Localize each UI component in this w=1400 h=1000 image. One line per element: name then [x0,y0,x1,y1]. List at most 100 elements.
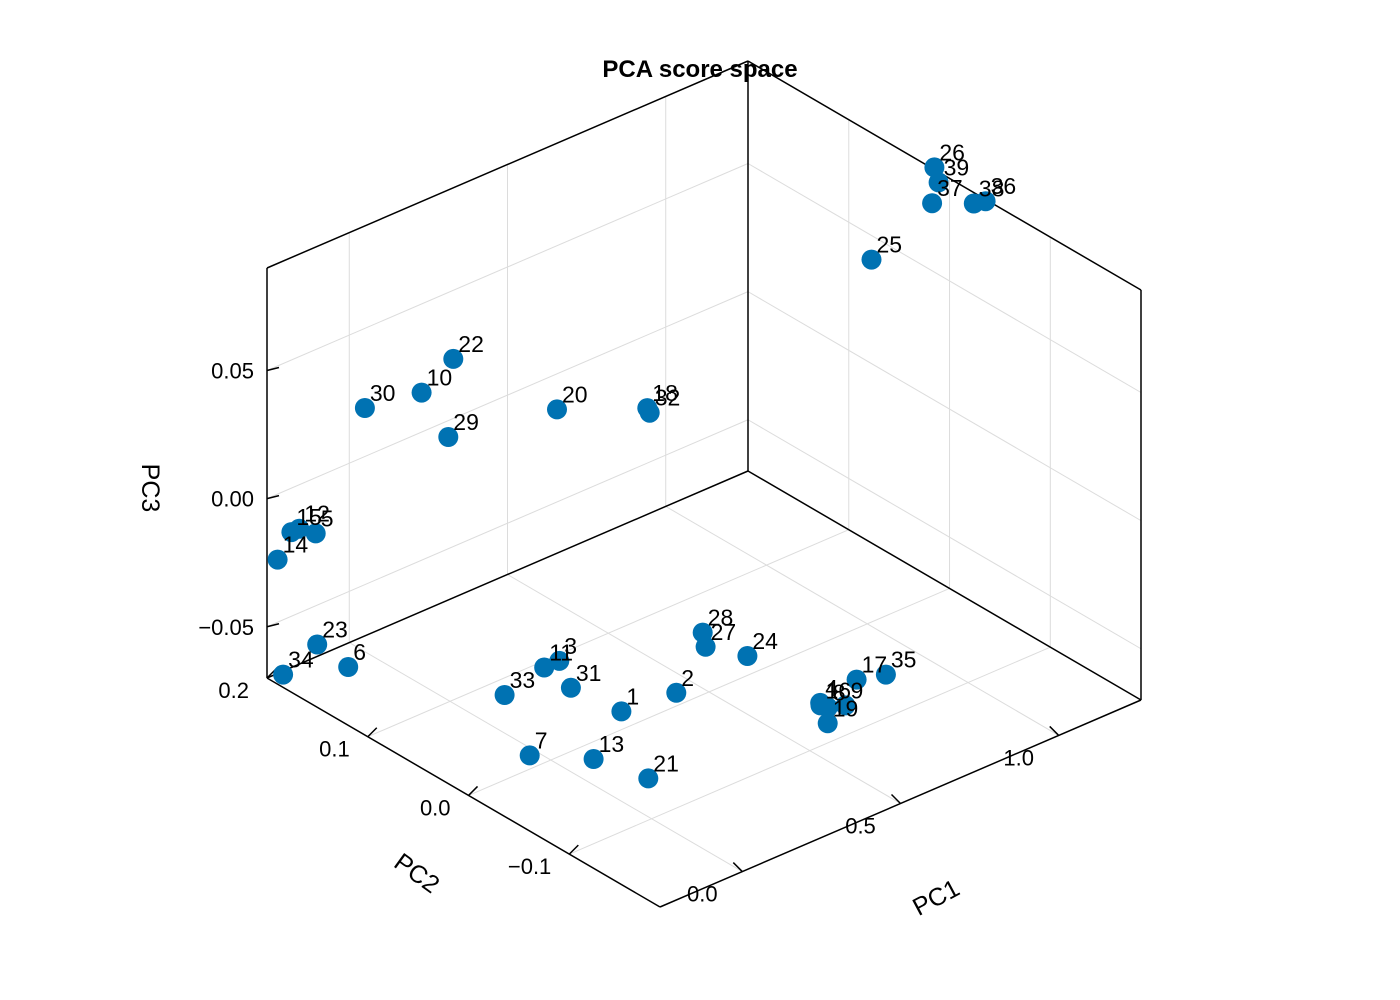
data-point-label: 26 [939,139,965,165]
grid-line-z-back [266,291,749,500]
x-tick-mark [890,793,902,805]
data-point-label: 11 [549,640,573,666]
data-point [666,682,687,703]
data-point-label: 29 [453,409,479,435]
x-tick-mark [1049,725,1060,736]
data-point-label: 22 [458,331,484,357]
data-point-label: 1 [626,683,639,709]
x-tick-mark [732,862,743,873]
grid-line-x-floor [349,642,743,873]
data-point [695,636,716,657]
frame-edge [266,60,749,269]
data-point-label: 27 [711,619,737,645]
data-point [737,646,758,666]
z-tick-label: 0.00 [211,487,254,512]
data-point-label: 34 [288,647,314,673]
data-point [922,193,943,214]
data-point-label: 35 [891,647,917,673]
data-point-label: 37 [937,175,963,201]
data-point [494,685,515,705]
data-point-label: 39 [944,154,970,180]
data-point-label: 24 [752,628,778,654]
data-point-label: 9 [851,677,864,703]
y-tick-label: 0.2 [218,678,249,703]
data-point-label: 13 [599,731,625,757]
data-point [861,249,882,270]
data-point [875,664,896,685]
data-point [534,657,555,678]
data-point [411,382,432,403]
data-point-label: 25 [877,232,903,258]
chart-title: PCA score space [602,56,797,83]
data-point [963,193,984,214]
data-point [639,402,660,423]
y-tick-label: 0.0 [420,795,451,820]
data-point [519,745,540,766]
y-tick-label: −0.1 [508,854,551,879]
grid-line-z-side [747,419,1142,650]
grid-line-y-floor [468,587,950,796]
data-point [443,348,464,369]
axes-frame [266,60,1142,908]
data-point-label: 4 [825,675,838,701]
grid-line-x-floor [665,505,1059,736]
data-point-label: 15 [296,504,322,530]
data-point-label: 30 [370,380,396,406]
data-point-label: 18 [652,380,678,406]
data-point-label: 38 [979,176,1005,202]
data-point-label: 36 [991,173,1017,199]
grid-line-x-floor [507,574,901,804]
x-axis-label: PC1 [908,874,964,922]
data-point-label: 17 [862,652,888,678]
data-point [281,522,302,543]
data-point-label: 16 [826,677,852,703]
data-point-label: 12 [304,501,330,527]
z-tick-mark [266,494,280,500]
data-point [924,157,945,178]
data-point-label: 10 [427,365,453,391]
data-point [547,399,567,420]
y-tick-mark [367,727,378,738]
data-point [267,549,288,570]
frame-edge [266,470,749,679]
data-point [307,634,328,655]
data-point-label: 28 [708,605,734,631]
data-point-label: 14 [283,532,309,558]
grid-line-z-side [747,291,1142,522]
data-point-label: 19 [833,695,859,721]
data-point [438,427,459,447]
data-point [817,697,838,718]
x-tick-label: 0.5 [845,814,876,839]
data-point [354,398,375,418]
data-point [549,650,570,671]
data-point [338,657,359,677]
data-point [583,749,604,769]
grid-line-y-floor [367,529,849,738]
z-tick-mark [266,623,280,628]
data-point-label: 7 [535,727,548,753]
z-tick-label: 0.05 [211,359,254,384]
data-point [835,695,856,716]
x-tick-label: 1.0 [1003,745,1034,770]
data-point [273,664,294,685]
grid-line-z-side [747,163,1142,393]
y-tick-label: 0.1 [319,737,350,762]
x-tick-label: 0.0 [687,882,718,907]
data-point-label: 20 [562,381,588,407]
data-point-label: 32 [655,385,681,411]
y-axis-label: PC2 [389,848,445,899]
data-point-label: 23 [322,617,348,643]
data-point-label: 33 [510,667,536,693]
data-point-label: 2 [681,665,694,691]
points-layer [267,157,996,789]
data-point-label: 6 [353,639,366,665]
data-point [928,172,949,193]
grid-line-y-floor [569,646,1051,855]
data-point [611,701,632,722]
data-point [560,677,581,698]
tick-layer: 0.0 0.5 1.0 −0.1 0.0 0.1 0.2 −0.05 0.00 0.05 [198,359,1060,907]
z-axis-label: PC3 [136,464,164,513]
z-tick-label: −0.05 [198,615,254,640]
